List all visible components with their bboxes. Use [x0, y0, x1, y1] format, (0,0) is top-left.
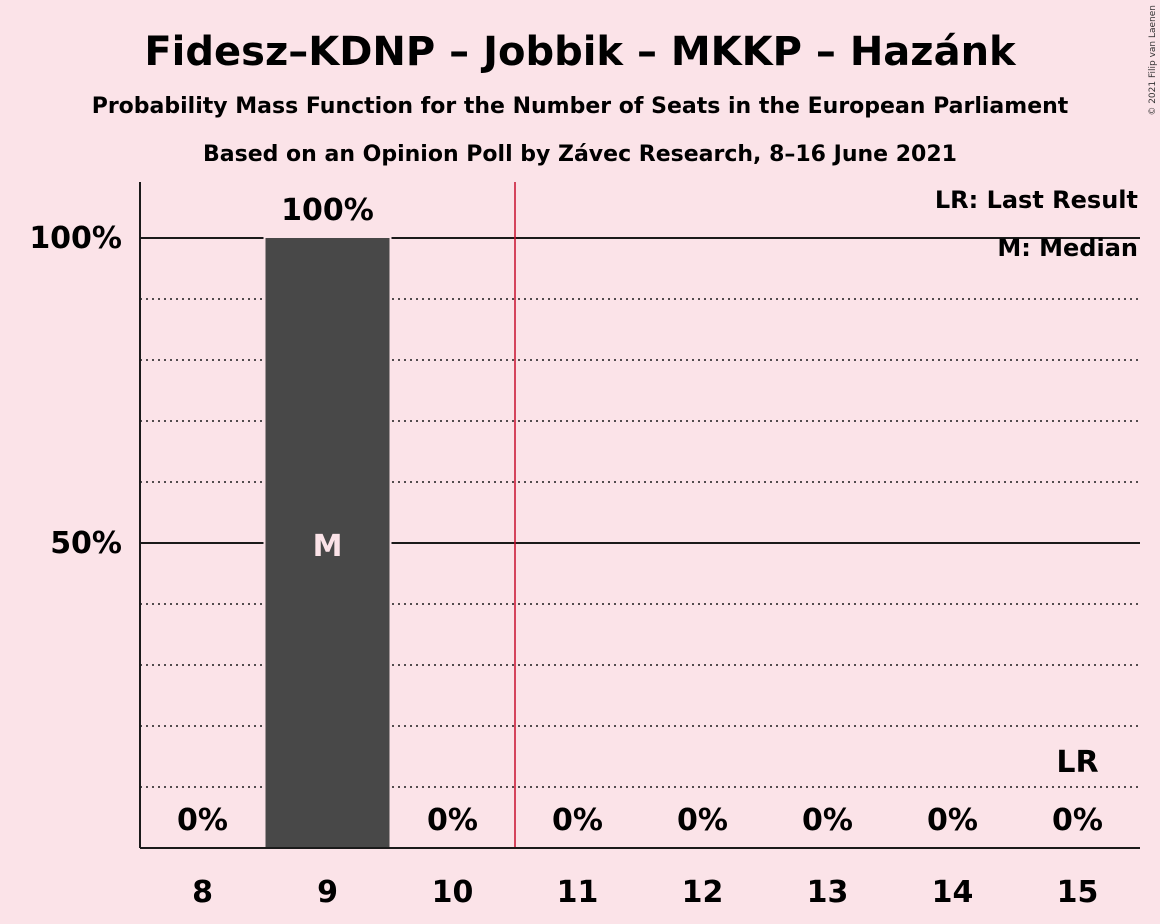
data-label: 0% — [677, 803, 728, 838]
legend-last-result: LR: Last Result — [935, 186, 1138, 214]
x-tick-label: 12 — [682, 875, 724, 910]
data-label: 0% — [177, 803, 228, 838]
x-tick-label: 13 — [807, 875, 849, 910]
y-tick-label: 50% — [50, 526, 122, 561]
x-tick-label: 10 — [432, 875, 474, 910]
legend-median: M: Median — [997, 234, 1138, 262]
data-label: 0% — [927, 803, 978, 838]
last-result-marker: LR — [1056, 745, 1098, 780]
data-label: 0% — [427, 803, 478, 838]
x-tick-label: 9 — [317, 875, 338, 910]
bar — [265, 238, 390, 848]
chart-title: Fidesz–KDNP – Jobbik – MKKP – Hazánk — [144, 29, 1017, 75]
data-label: 0% — [1052, 803, 1103, 838]
chart-subtitle-poll: Based on an Opinion Poll by Závec Resear… — [203, 142, 957, 167]
x-tick-label: 8 — [192, 875, 213, 910]
copyright-notice: © 2021 Filip van Laenen — [1148, 5, 1158, 116]
x-tick-label: 15 — [1057, 875, 1099, 910]
chart-subtitle: Probability Mass Function for the Number… — [92, 94, 1069, 119]
data-label: 0% — [802, 803, 853, 838]
median-marker: M — [313, 529, 343, 564]
data-label: 0% — [552, 803, 603, 838]
data-label: 100% — [281, 193, 374, 228]
x-tick-label: 11 — [557, 875, 599, 910]
y-tick-label: 100% — [29, 221, 122, 256]
plot-area: 50%100%0%8100%90%100%110%120%130%140%15M… — [29, 182, 1140, 910]
x-tick-label: 14 — [932, 875, 974, 910]
